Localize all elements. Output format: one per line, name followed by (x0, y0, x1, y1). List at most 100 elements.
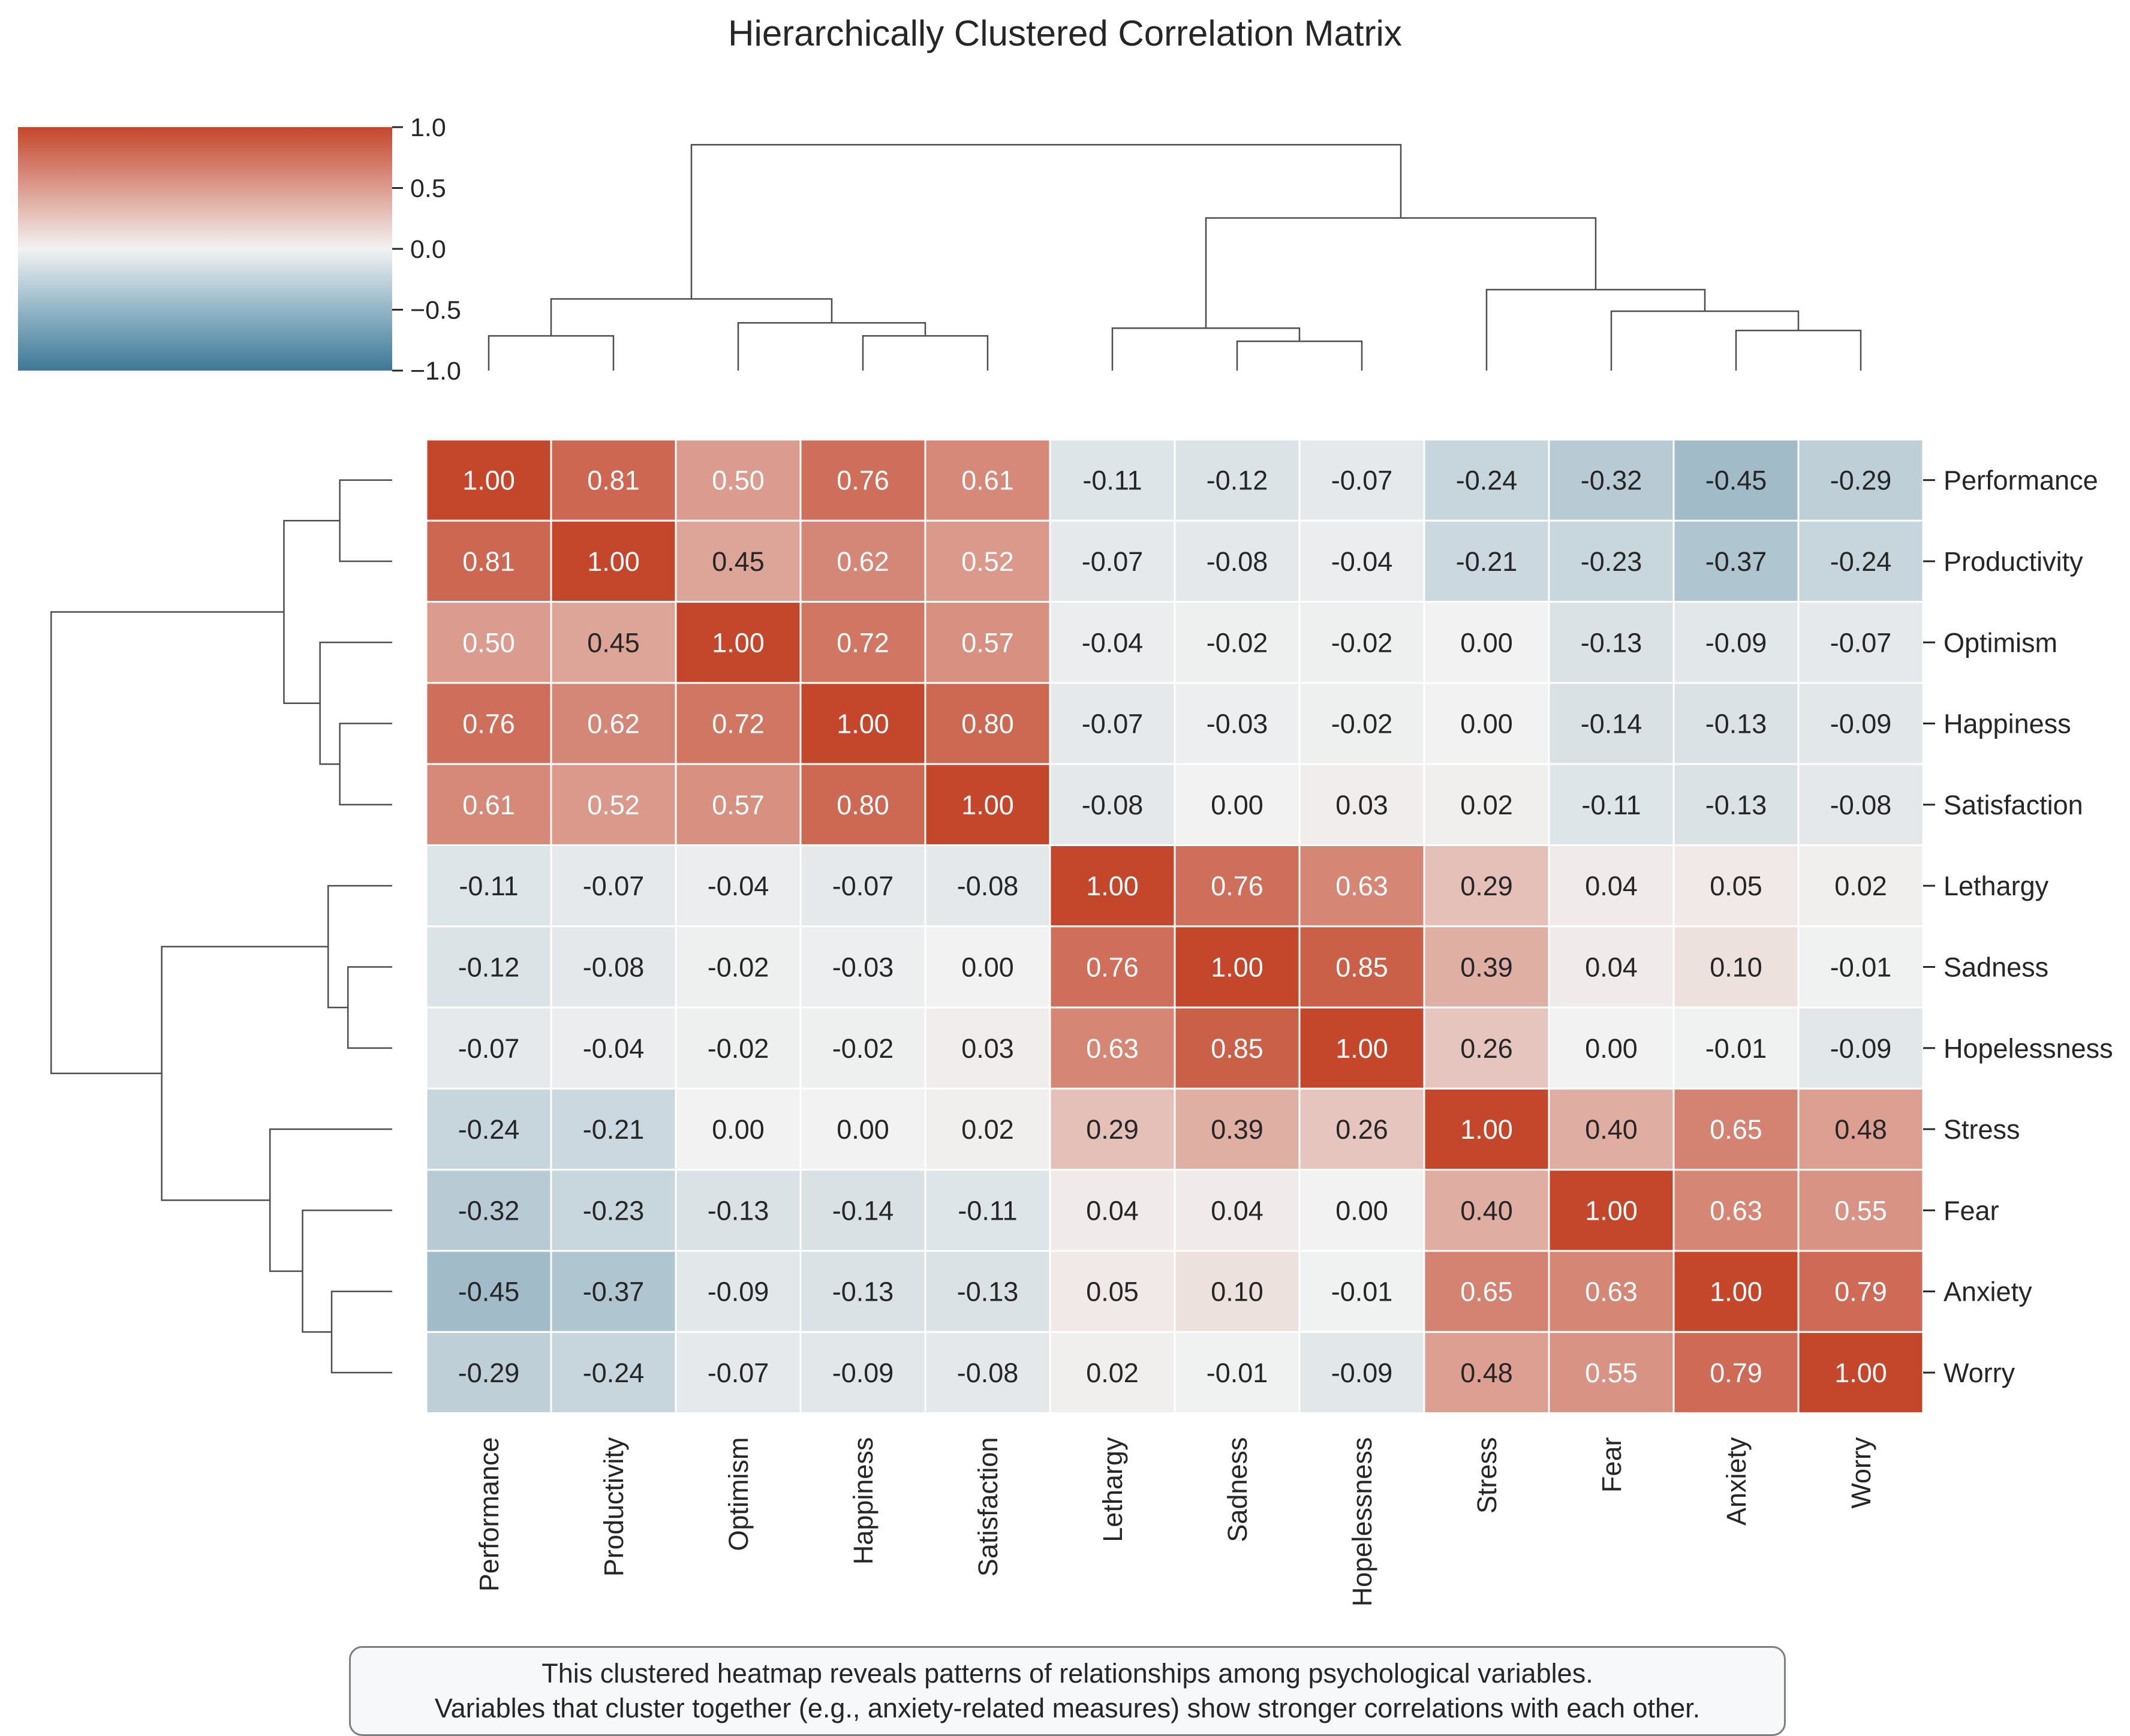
cell-value-label: 1.00 (1834, 1358, 1887, 1388)
cell-value-label: -0.13 (1705, 790, 1767, 820)
heatmap-cell (425, 925, 552, 1009)
cell-value-label: 0.85 (1211, 1033, 1263, 1064)
cell-value-label: 0.04 (1585, 952, 1638, 982)
heatmap-cell (675, 1250, 802, 1333)
column-label: Performance (474, 1437, 504, 1592)
colorbar-tick-label: 1.0 (410, 113, 446, 142)
dendrogram-link (327, 884, 392, 1009)
cell-value-label: -0.07 (583, 871, 645, 901)
column-label: Hopelessness (1347, 1437, 1377, 1607)
row-label: Optimism (1944, 627, 2057, 658)
cell-value-label: -0.14 (1581, 709, 1642, 739)
cell-value-label: -0.24 (1456, 465, 1518, 496)
cell-value-label: 0.79 (1834, 1277, 1887, 1307)
cell-value-label: 0.05 (1086, 1277, 1139, 1307)
cell-value-label: 0.79 (1710, 1358, 1762, 1388)
cell-value-label: 0.00 (961, 952, 1014, 982)
heatmap-cell (675, 1087, 802, 1171)
row-label: Fear (1944, 1195, 1999, 1226)
heatmap-cell (1423, 925, 1550, 1009)
dendrogram-link (50, 611, 284, 1075)
cell-value-label: -0.02 (1207, 627, 1268, 658)
cell-value-label: 0.63 (1585, 1277, 1638, 1307)
cell-value-label: -0.08 (1082, 790, 1144, 820)
column-dendrogram (488, 144, 1862, 371)
heatmap-cell (550, 1331, 677, 1415)
cell-value-label: -0.23 (583, 1195, 645, 1226)
cell-value-label: 0.10 (1710, 952, 1762, 982)
heatmap-cell (1797, 844, 1924, 928)
heatmap-cell (924, 1331, 1051, 1415)
cell-value-label: 0.02 (1086, 1358, 1139, 1388)
heatmap-cell (1423, 1331, 1550, 1415)
heatmap-cell (1049, 1169, 1176, 1252)
cell-value-label: -0.08 (957, 1358, 1019, 1388)
cell-value-label: 0.05 (1710, 871, 1762, 901)
heatmap-cell (550, 682, 677, 765)
dendrogram-link (550, 298, 833, 336)
dendrogram-link (1205, 217, 1597, 329)
colorbar-gradient (18, 127, 392, 371)
cell-value-label: -0.02 (1331, 709, 1393, 739)
cell-value-label: 0.63 (1710, 1195, 1762, 1226)
dendrogram-link (339, 723, 392, 806)
cell-value-label: 0.00 (1211, 790, 1263, 820)
cell-value-label: -0.02 (708, 952, 769, 982)
cell-value-label: 0.61 (961, 465, 1014, 496)
cell-value-label: -0.21 (1456, 546, 1518, 577)
cell-value-label: 0.55 (1834, 1195, 1887, 1226)
colorbar: 1.0 0.5 0.0 −0.5 −1.0 (18, 113, 461, 386)
row-label: Sadness (1944, 952, 2048, 982)
cell-value-label: -0.13 (1581, 627, 1642, 658)
heatmap-cell (799, 1169, 926, 1252)
heatmap-cell (1423, 519, 1550, 603)
caption-line-1: This clustered heatmap reveals patterns … (541, 1658, 1593, 1689)
cell-value-label: 1.00 (1460, 1114, 1513, 1145)
heatmap-cell (1049, 1087, 1176, 1171)
cell-value-label: 0.55 (1585, 1358, 1638, 1388)
column-label: Fear (1596, 1437, 1627, 1493)
dendrogram-link (737, 322, 926, 371)
cell-value-label: -0.37 (583, 1277, 645, 1307)
heatmap-cell (550, 1169, 677, 1252)
heatmap-cell (675, 519, 802, 603)
heatmap-cell (1672, 438, 1800, 522)
cell-value-label: 0.63 (1086, 1033, 1139, 1064)
cell-value-label: 0.52 (961, 546, 1014, 577)
cell-value-label: 0.02 (961, 1114, 1014, 1145)
heatmap-cell (1548, 1331, 1675, 1415)
column-label: Happiness (848, 1437, 879, 1565)
cell-value-label: -0.29 (458, 1358, 520, 1388)
heatmap-cell (675, 682, 802, 765)
cell-value-label: 0.00 (1335, 1195, 1388, 1226)
heatmap-cell (675, 601, 802, 684)
cell-value-label: -0.02 (708, 1033, 769, 1064)
heatmap-cell (924, 1006, 1051, 1090)
colorbar-tick-label: −0.5 (410, 296, 461, 325)
heatmap-cell (1423, 682, 1550, 765)
cell-value-label: 1.00 (1335, 1033, 1388, 1064)
row-label: Satisfaction (1944, 790, 2083, 820)
cell-value-label: 0.04 (1585, 871, 1638, 901)
cell-value-label: -0.11 (1581, 790, 1641, 820)
cell-value-label: -0.13 (708, 1195, 769, 1226)
heatmap-cell (1672, 601, 1800, 684)
heatmap-cell (1672, 925, 1800, 1009)
cell-value-label: 0.61 (462, 790, 515, 820)
heatmap-cell (1797, 682, 1924, 765)
heatmap-cell (1174, 1331, 1301, 1415)
cell-value-label: 0.57 (961, 627, 1014, 658)
cell-value-label: 1.00 (1086, 871, 1139, 901)
cell-value-label: 1.00 (961, 790, 1014, 820)
cell-value-label: -0.09 (1705, 627, 1767, 658)
heatmap-cell (924, 601, 1051, 684)
cell-value-label: 0.80 (961, 709, 1014, 739)
heatmap-cell (924, 438, 1051, 522)
dendrogram-link (269, 1128, 392, 1272)
cell-value-label: 0.85 (1335, 952, 1388, 982)
cell-value-label: -0.03 (832, 952, 894, 982)
cell-value-label: -0.04 (1331, 546, 1393, 577)
cell-value-label: -0.45 (458, 1277, 520, 1307)
heatmap-cells: 1.00 0.81 0.50 0.76 0.61 -0.11 -0.12 -0.07 -0.24… (425, 438, 1924, 1415)
